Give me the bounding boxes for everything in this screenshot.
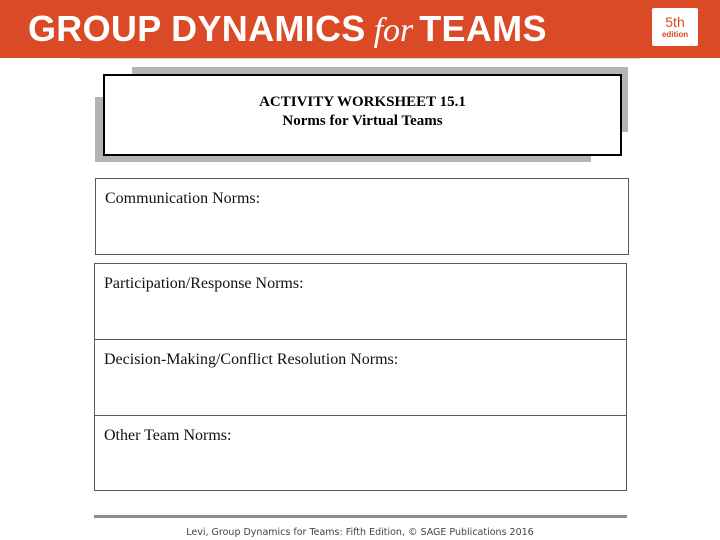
header-divider <box>80 58 640 59</box>
book-title: GROUP DYNAMICS for TEAMS <box>28 7 547 53</box>
edition-number: 5th <box>665 14 685 30</box>
norms-table: Participation/Response Norms: Decision-M… <box>94 263 627 491</box>
participation-norms-label: Participation/Response Norms: <box>104 275 304 292</box>
footer-citation: Levi, Group Dynamics for Teams: Fifth Ed… <box>186 527 534 538</box>
book-title-teams: TEAMS <box>419 8 547 49</box>
worksheet-heading: ACTIVITY WORKSHEET 15.1 <box>259 94 466 110</box>
edition-badge: 5th edition <box>652 8 698 46</box>
header-banner: GROUP DYNAMICS for TEAMS 5th edition <box>0 0 720 58</box>
other-norms-row: Other Team Norms: <box>95 416 626 491</box>
participation-norms-row: Participation/Response Norms: <box>95 264 626 340</box>
other-norms-label: Other Team Norms: <box>104 427 232 444</box>
communication-norms-label: Communication Norms: <box>105 190 261 207</box>
decision-norms-label: Decision-Making/Conflict Resolution Norm… <box>104 351 399 368</box>
book-title-for: for <box>373 12 414 49</box>
communication-norms-box: Communication Norms: <box>95 178 629 255</box>
book-title-main: GROUP DYNAMICS <box>28 8 366 49</box>
edition-word: edition <box>661 30 689 39</box>
worksheet-subheading: Norms for Virtual Teams <box>282 113 443 129</box>
decision-norms-row: Decision-Making/Conflict Resolution Norm… <box>95 340 626 416</box>
footer-divider <box>94 515 627 518</box>
worksheet-title-box: ACTIVITY WORKSHEET 15.1 Norms for Virtua… <box>103 74 622 156</box>
